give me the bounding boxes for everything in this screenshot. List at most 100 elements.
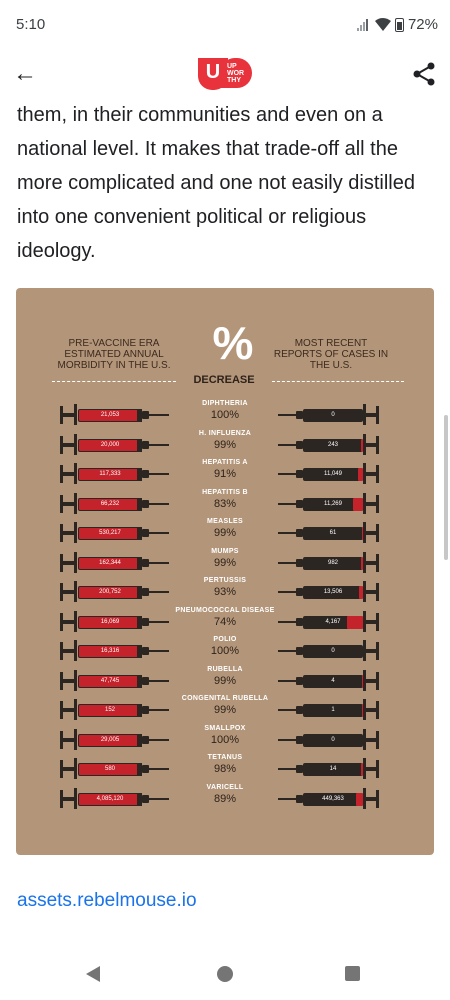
- syringe-flange: [74, 699, 77, 720]
- recent-cases-value: 0: [331, 412, 335, 418]
- syringe-plunger-knob: [60, 406, 63, 424]
- battery-percent: 72%: [407, 16, 438, 33]
- syringe-hub: [142, 440, 149, 449]
- syringe-plunger-knob: [376, 435, 379, 454]
- syringe-plunger-knob: [60, 730, 63, 749]
- syringe-needle: [149, 561, 169, 564]
- recent-cases-value: 1: [331, 707, 335, 713]
- syringe-flange: [363, 581, 366, 602]
- syringe-plunger-rod: [366, 737, 378, 742]
- syringe-plunger-rod: [366, 796, 378, 801]
- pre-vaccine-cases-value: 117,333: [99, 471, 121, 477]
- syringe-flange: [363, 492, 366, 514]
- header-divider-right: [272, 381, 404, 382]
- decrease-percent: 93%: [213, 586, 237, 598]
- recent-cases-syringe: 13,506: [278, 581, 382, 602]
- syringe-tip: [137, 409, 142, 422]
- syringe-needle: [278, 561, 296, 564]
- syringe-flange: [74, 492, 77, 514]
- recent-cases-fill: [362, 704, 363, 717]
- syringe-plunger-rod: [62, 472, 74, 476]
- syringe-flange: [363, 433, 366, 455]
- infographic-row: 580 TETANUS 98% 14: [16, 754, 434, 783]
- recent-cases-syringe: 4: [278, 669, 382, 691]
- scrollbar[interactable]: [444, 415, 448, 560]
- pre-vaccine-syringe: 152: [60, 699, 172, 720]
- decrease-percent: 98%: [213, 763, 237, 775]
- infographic-row: 162,344 MUMPS 99% 982: [16, 548, 434, 577]
- pre-vaccine-syringe: 580: [60, 758, 172, 779]
- syringe-barrel: [303, 438, 363, 452]
- syringe-barrel: [303, 792, 363, 806]
- recent-cases-syringe: 61: [278, 522, 382, 543]
- syringe-plunger-rod: [366, 590, 378, 594]
- syringe-needle: [149, 797, 169, 800]
- syringe-plunger-knob: [60, 465, 63, 483]
- syringe-plunger-rod: [62, 590, 74, 594]
- syringe-needle: [149, 443, 169, 446]
- recent-cases-value: 243: [327, 441, 338, 448]
- source-link[interactable]: assets.rebelmouse.io: [17, 890, 197, 911]
- syringe-hub: [296, 706, 303, 714]
- vaccine-infographic[interactable]: PRE-VACCINE ERA ESTIMATED ANNUAL MORBIDI…: [16, 288, 434, 855]
- syringe-plunger-rod: [366, 678, 378, 683]
- recent-cases-fill: [362, 527, 363, 540]
- pre-vaccine-syringe: 200,752: [60, 581, 172, 602]
- syringe-plunger-rod: [62, 413, 74, 417]
- syringe-needle: [149, 768, 169, 770]
- syringe-plunger-knob: [376, 494, 379, 513]
- upworthy-logo[interactable]: U UP WOR THY: [198, 56, 252, 90]
- syringe-hub: [142, 499, 149, 508]
- syringe-plunger-rod: [366, 767, 378, 771]
- pre-vaccine-cases-value: 21,053: [100, 412, 120, 418]
- syringe-hub: [142, 647, 149, 655]
- syringe-plunger-knob: [60, 789, 63, 808]
- pre-vaccine-cases-value: 4,085,120: [96, 795, 124, 802]
- recent-cases-value: 449,363: [322, 795, 344, 802]
- syringe-plunger-rod: [366, 472, 378, 476]
- syringe-tip: [137, 763, 142, 776]
- battery-icon: [394, 17, 404, 32]
- nav-home-icon[interactable]: [217, 966, 233, 982]
- status-icons: 72%: [356, 16, 438, 33]
- pre-vaccine-cases-value: 152: [104, 707, 115, 713]
- recent-cases-value: 14: [329, 766, 337, 772]
- syringe-plunger-knob: [376, 642, 379, 660]
- nav-recents-icon[interactable]: [345, 966, 360, 981]
- nav-back-icon[interactable]: [86, 966, 100, 982]
- disease-name: DIPHTHERIA: [202, 400, 248, 407]
- syringe-plunger-knob: [60, 494, 63, 513]
- system-nav-bar: [0, 955, 450, 1000]
- decrease-percent: 99%: [213, 704, 237, 716]
- syringe-needle: [149, 620, 169, 623]
- recent-cases-syringe: 982: [278, 551, 382, 573]
- share-icon[interactable]: [410, 60, 438, 88]
- syringe-barrel: [303, 586, 363, 599]
- pre-vaccine-syringe: 29,005: [60, 728, 172, 750]
- syringe-hub: [142, 411, 149, 419]
- syringe-needle: [149, 502, 169, 505]
- syringe-hub: [296, 765, 303, 773]
- syringe-plunger-knob: [376, 465, 379, 483]
- syringe-hub: [296, 411, 303, 419]
- header-divider-left: [52, 381, 176, 382]
- syringe-plunger-knob: [376, 701, 379, 719]
- syringe-hub: [142, 588, 149, 596]
- syringe-hub: [142, 617, 149, 626]
- arrow-left-icon[interactable]: ←: [13, 60, 37, 87]
- syringe-plunger-knob: [60, 583, 63, 601]
- decrease-percent: 99%: [213, 556, 237, 569]
- syringe-flange: [74, 669, 77, 691]
- pre-vaccine-cases-value: 580: [104, 766, 115, 772]
- decrease-percent: 100%: [210, 409, 240, 421]
- syringe-needle: [149, 709, 169, 711]
- pre-vaccine-cases-value: 29,005: [100, 736, 120, 743]
- disease-name: HEPATITIS A: [202, 459, 248, 466]
- infographic-row: 200,752 PERTUSSIS 93% 13,506: [16, 577, 434, 606]
- syringe-needle: [149, 650, 169, 652]
- syringe-flange: [74, 522, 77, 543]
- syringe-flange: [363, 640, 366, 661]
- syringe-hub: [296, 499, 303, 508]
- syringe-plunger-rod: [62, 619, 74, 624]
- disease-name: MUMPS: [211, 547, 239, 555]
